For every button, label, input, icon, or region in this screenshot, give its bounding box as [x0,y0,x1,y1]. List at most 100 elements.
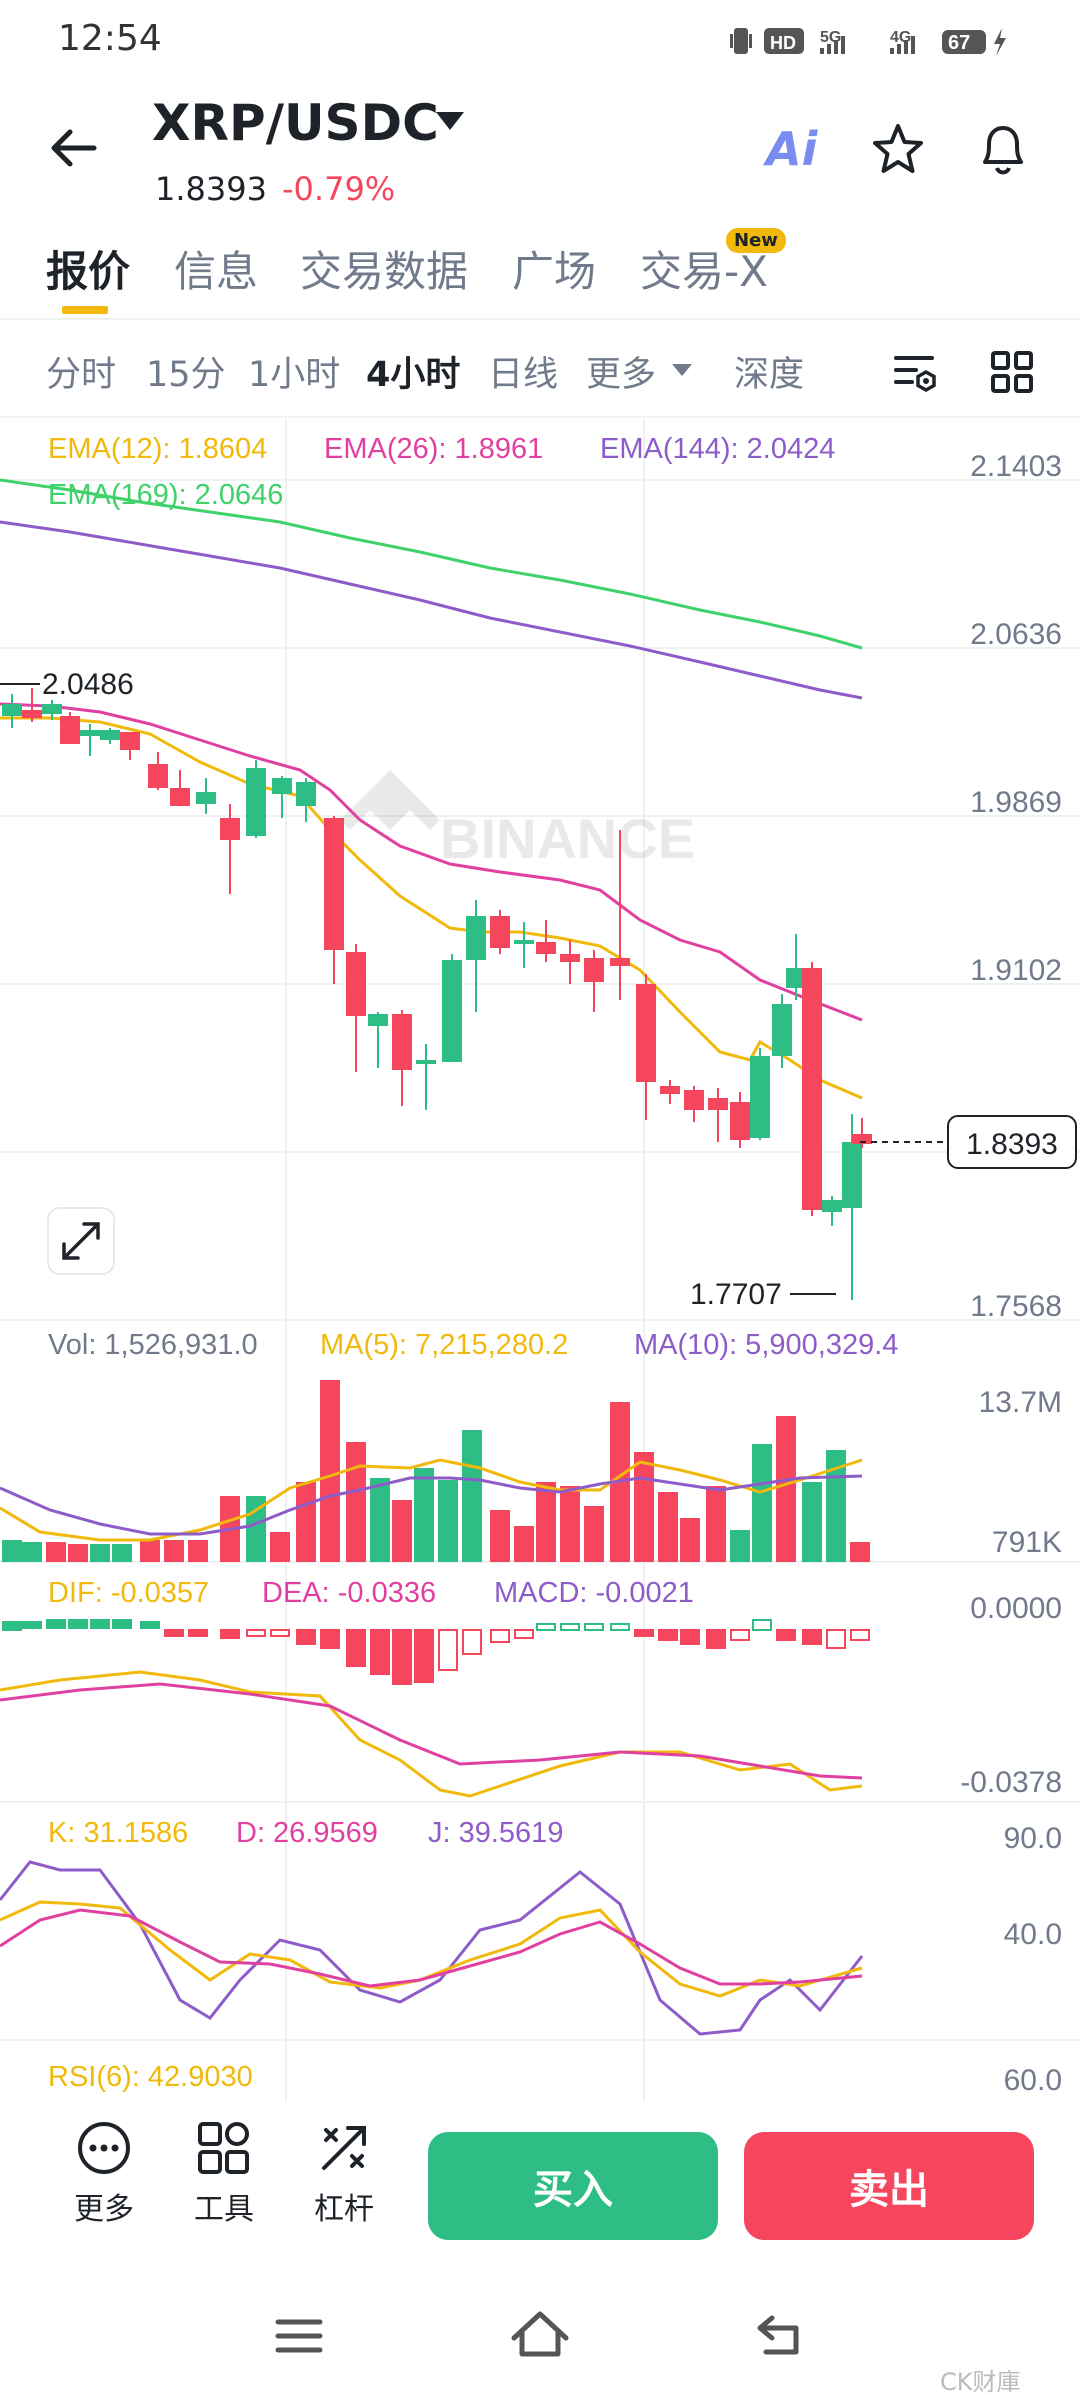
svg-text:4G: 4G [890,29,911,46]
tab-square[interactable]: 广场 [512,247,597,296]
tools-grid-icon [198,2122,249,2174]
volume-bar [802,1482,822,1562]
candle-body [584,958,604,982]
last-price: 1.8393 [155,170,267,208]
pair-dropdown-icon[interactable] [434,110,466,134]
dea-label: DEA: -0.0336 [262,1577,436,1609]
macd-bar [2,1621,22,1631]
tools-tool[interactable]: 工具 [174,2120,274,2228]
price-axis-label: 1.7568 [970,1290,1062,1323]
candle-body [324,818,344,950]
candle-body [196,792,216,804]
sell-button[interactable]: 卖出 [744,2132,1034,2240]
volume-bar [164,1540,184,1562]
vol-axis-label: 791K [992,1526,1062,1559]
volume-bar [392,1500,412,1562]
tab-info[interactable]: 信息 [174,247,259,296]
price-change: -0.79% [282,170,396,208]
tab-trade-x[interactable]: 交易-X [640,247,768,296]
candle-body [272,778,292,794]
price-axis-label: 2.0636 [970,618,1062,651]
bell-icon[interactable] [975,120,1031,178]
interval-more[interactable]: 更多 [586,355,657,395]
macd-bar [90,1619,110,1629]
vol-ma10-line [0,1474,863,1536]
candle-body [392,1014,412,1070]
candle-body [120,732,140,750]
system-nav-bar: CK财庫 [0,2260,1080,2400]
indicator-settings-icon[interactable] [892,350,940,394]
fullscreen-icon[interactable] [47,1207,115,1275]
low-label: 1.7707 [690,1278,782,1311]
volume-bar [46,1542,66,1562]
macd-label: MACD: -0.0021 [494,1577,694,1609]
ai-icon[interactable]: Ai [766,122,818,176]
macd-bar [164,1629,184,1637]
volume-bar [776,1416,796,1562]
tab-trading-data[interactable]: 交易数据 [300,247,469,296]
pair-title[interactable]: XRP/USDC [152,94,439,152]
macd-bar [68,1619,88,1629]
new-badge: New [726,228,786,253]
interval-depth[interactable]: 深度 [734,355,805,395]
volume-bar [536,1482,556,1562]
candle-body [730,1102,750,1140]
menu-icon[interactable] [274,2316,324,2356]
candle-body [2,704,22,716]
price-axis-label: 1.9869 [970,786,1062,819]
candle-body [708,1098,728,1110]
leverage-tool[interactable]: 杠杆 [294,2120,394,2228]
volume-bar [560,1486,580,1562]
back-nav-icon[interactable] [752,2310,806,2358]
candle-body [852,1134,872,1144]
kdj-axis-label: 90.0 [1004,1822,1062,1855]
candle-body [490,916,510,948]
macd-bar [220,1629,240,1639]
current-price-tag [947,1115,1077,1169]
dif-label: DIF: -0.0357 [48,1577,209,1609]
kline-chart[interactable]: BINANCE EMA(12): 1.8604 EMA(26): 1.8961 … [0,418,1080,2100]
macd-bar [610,1623,630,1631]
d-line [0,1908,863,1988]
buy-button[interactable]: 买入 [428,2132,718,2240]
volume-bar [850,1542,870,1562]
volume-bar [462,1430,482,1562]
candle-body [772,1004,792,1056]
volume-bar [68,1544,88,1562]
back-arrow-icon[interactable] [48,126,100,170]
price-axis-label: 1.9102 [970,954,1062,987]
more-dropdown-icon [672,364,692,376]
volume-bar [514,1526,534,1562]
favorite-star-icon[interactable] [870,122,926,178]
interval-1h[interactable]: 1小时 [248,355,341,395]
interval-15m[interactable]: 15分 [146,355,226,395]
layout-grid-icon[interactable] [990,350,1034,394]
tab-quote[interactable]: 报价 [46,247,131,296]
interval-1d[interactable]: 日线 [488,355,559,395]
candle-body [560,954,580,962]
macd-bar [112,1619,132,1629]
tab-active-indicator [62,306,108,314]
home-icon[interactable] [508,2308,572,2360]
macd-bar [490,1629,510,1643]
volume-bars [2,1380,870,1562]
candle-body [466,916,486,960]
svg-text:5G: 5G [820,29,841,46]
binance-watermark: BINANCE [340,770,695,870]
bottom-action-bar: 更多 工具 杠杆 买入 卖出 [0,2100,1080,2260]
candle-body [346,952,366,1016]
ema144-label: EMA(144): 2.0424 [600,433,835,465]
hd-text: HD [770,33,796,53]
more-tool[interactable]: 更多 [54,2120,154,2228]
ema12-line [0,716,863,1100]
macd-bar [706,1629,726,1649]
high-label: 2.0486 [42,668,134,701]
candle-body [802,968,822,1210]
interval-timeline[interactable]: 分时 [46,355,117,395]
candle-body [368,1014,388,1026]
ema12-label: EMA(12): 1.8604 [48,433,267,465]
macd-bar [22,1621,42,1629]
macd-bar [188,1629,208,1637]
interval-4h[interactable]: 4小时 [366,355,461,395]
candle-body [42,704,62,714]
